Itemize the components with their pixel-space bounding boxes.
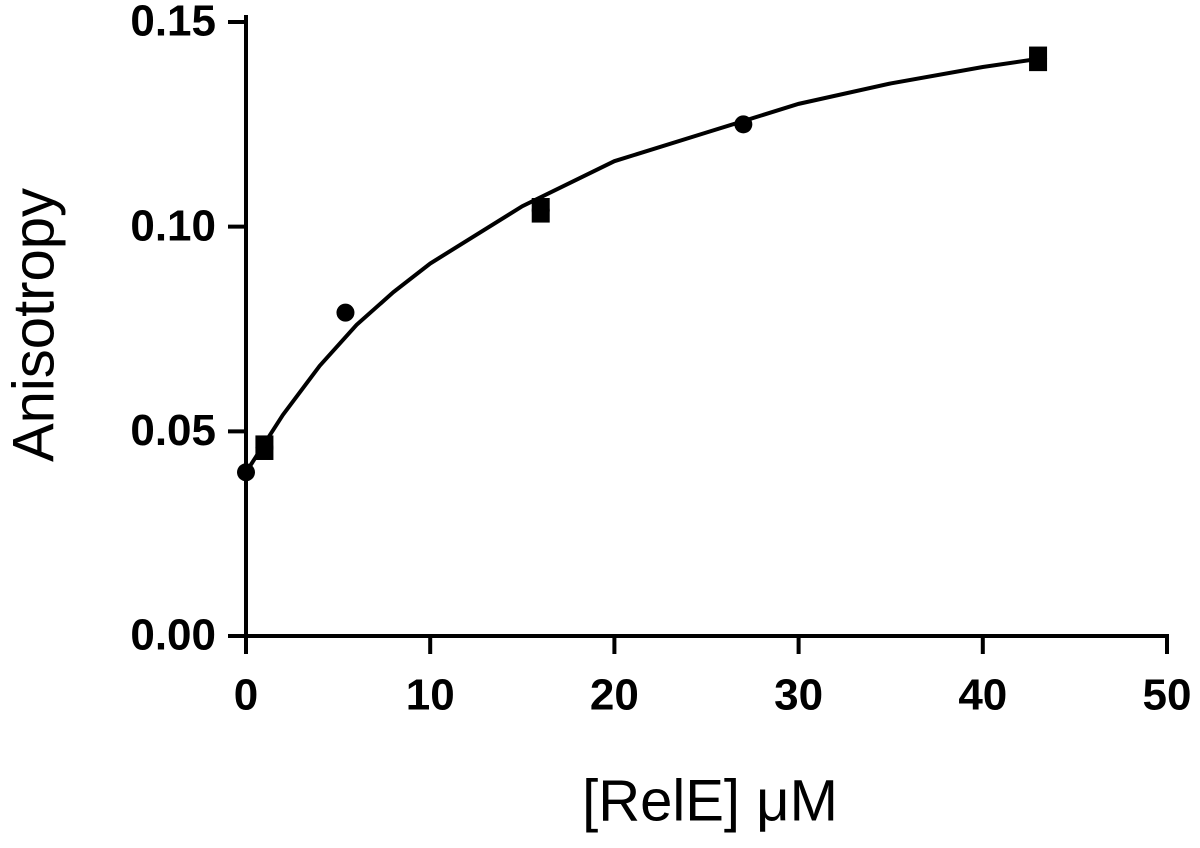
x-tick-label: 10 (406, 671, 455, 720)
x-tick-label: 0 (234, 671, 258, 720)
x-tick-label: 40 (958, 671, 1007, 720)
data-point (255, 438, 274, 457)
y-axis-title: Anisotropy (1, 188, 66, 462)
x-axis-title: [RelE] μM (582, 768, 838, 833)
data-point (734, 115, 753, 134)
data-point (237, 463, 255, 482)
y-tick-label: 0.05 (130, 406, 216, 455)
x-tick-label: 50 (1143, 671, 1192, 720)
x-tick-label: 20 (590, 671, 639, 720)
data-point (1029, 49, 1048, 68)
y-tick-label: 0.10 (130, 201, 216, 250)
fit-curve (244, 56, 1039, 474)
y-tick-label: 0.00 (130, 611, 216, 660)
y-tick-label: 0.15 (130, 0, 216, 46)
x-tick-label: 30 (774, 671, 823, 720)
data-point (531, 201, 550, 220)
data-point (336, 303, 355, 322)
